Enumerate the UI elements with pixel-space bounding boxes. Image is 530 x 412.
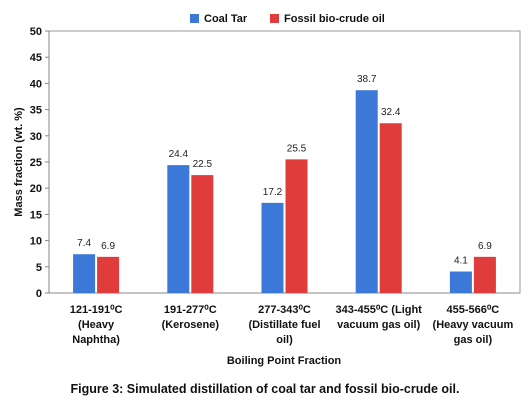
bar-fossil-bio-crude-0 [97,256,120,293]
y-tick-label: 15 [30,209,42,221]
legend-label: Fossil bio-crude oil [284,13,385,25]
x-tick-label: 277-343⁰C [258,304,311,316]
y-tick-label: 50 [30,26,42,38]
data-label: 7.4 [77,238,91,249]
plot-frame [48,30,521,294]
y-tick-label: 10 [30,236,42,248]
x-tick-label: 191-277⁰C [164,304,217,316]
bar-fossil-bio-crude-4 [473,256,496,293]
bar-fossil-bio-crude-3 [379,123,402,293]
data-label: 24.4 [169,149,189,160]
bar-coal-tar-4 [449,271,472,293]
bar-coal-tar-1 [167,165,190,293]
data-label: 25.5 [287,143,307,154]
data-label: 6.9 [478,241,492,252]
y-tick-label: 0 [36,288,42,300]
data-label: 6.9 [101,241,115,252]
x-tick-label: (Heavy vacuum [433,319,514,331]
x-tick-label: 455-566⁰C [447,304,500,316]
y-tick-label: 20 [30,183,42,195]
y-tick-label: 30 [30,131,42,143]
y-ticks: 0 5 10 15 20 25 30 35 40 45 50 [30,26,49,300]
bars [73,90,496,293]
y-tick-label: 5 [36,262,42,274]
data-label: 32.4 [381,107,401,118]
bar-fossil-bio-crude-2 [285,159,308,293]
y-tick-label: 45 [30,52,42,64]
data-label: 4.1 [454,256,468,267]
y-tick-label: 25 [30,157,42,169]
legend-swatch [190,14,199,23]
x-tick-label: vacuum gas oil) [337,319,420,331]
data-label: 17.2 [263,187,283,198]
x-tick-label: gas oil) [454,334,493,346]
x-tick-label: oil) [276,334,293,346]
legend-swatch [270,14,279,23]
x-tick-label: (Kerosene) [162,319,220,331]
y-tick-label: 35 [30,105,42,117]
bar-coal-tar-3 [355,90,378,293]
figure-caption: Figure 3: Simulated distillation of coal… [70,382,460,396]
legend-label: Coal Tar [204,13,248,25]
x-tick-label: 121-191⁰C [70,304,123,316]
x-tick-label: Naphtha) [72,334,120,346]
bar-fossil-bio-crude-1 [191,175,214,293]
x-axis-label: Boiling Point Fraction [227,355,342,367]
x-tick-label: 343-455⁰C (Light [336,304,423,316]
data-label: 38.7 [357,74,377,85]
data-labels: 7.4 24.4 17.2 38.7 4.1 6.9 22.5 25.5 32.4 6.9 [77,74,492,266]
x-tick-label: (Heavy [78,319,115,331]
x-tick-labels: 121-191⁰C (Heavy Naphtha) 191-277⁰C (Kerosen… [70,304,514,346]
y-axis-label: Mass fraction (wt. %) [13,107,25,217]
bar-coal-tar-0 [73,254,96,293]
data-label: 22.5 [193,159,213,170]
bar-chart: Coal Tar Fossil bio-crude oil 0 5 10 15 20 25 3… [13,13,521,367]
x-tick-label: (Distillate fuel [248,319,320,331]
y-tick-label: 40 [30,78,42,90]
bar-coal-tar-2 [261,202,284,293]
legend: Coal Tar Fossil bio-crude oil [190,13,385,25]
